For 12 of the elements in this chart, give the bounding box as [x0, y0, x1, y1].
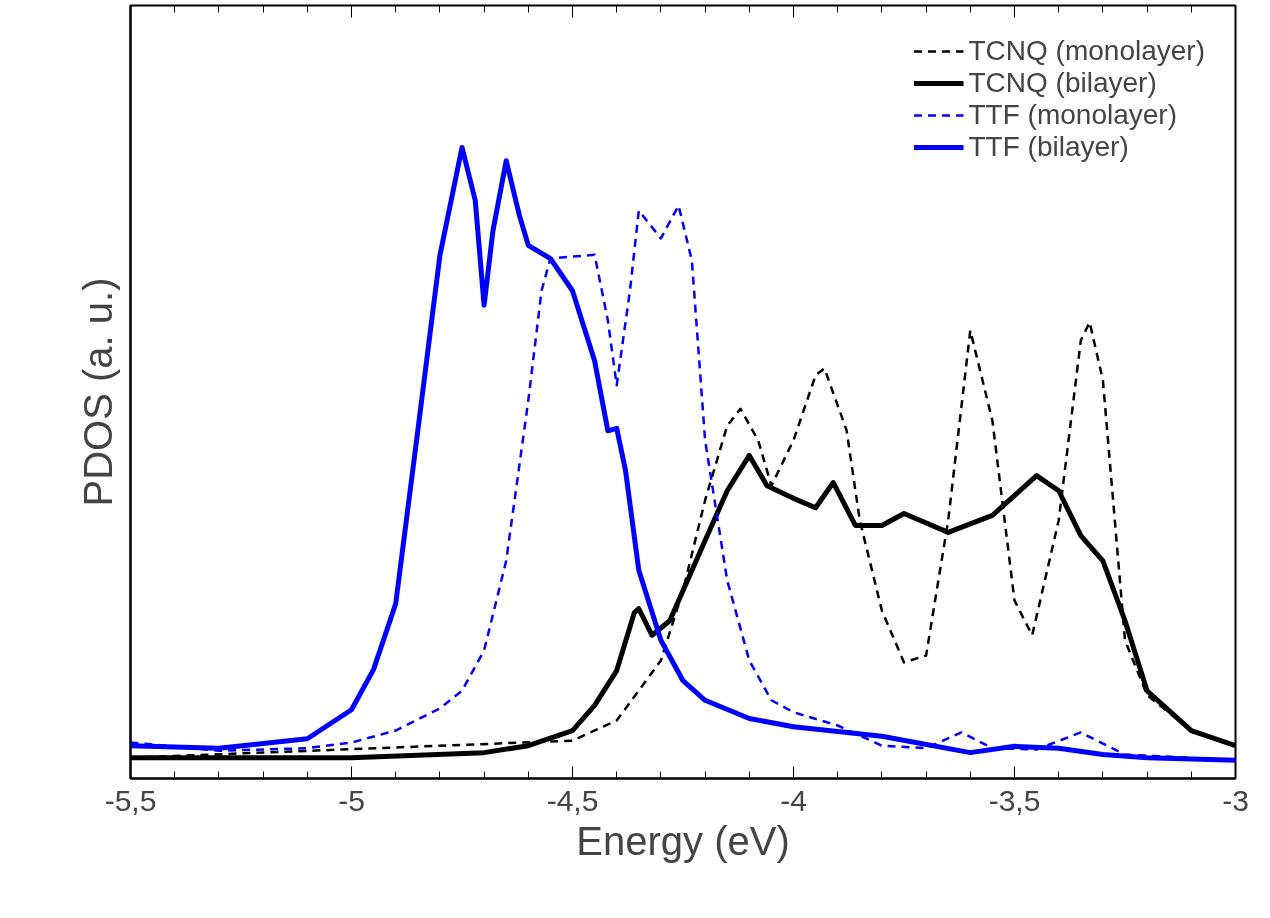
x-tick-label: -3,5 [988, 783, 1041, 817]
legend-label: TTF (bilayer) [968, 131, 1129, 163]
x-tick-label: -5,5 [104, 783, 157, 817]
x-axis-title: Energy (eV) [576, 818, 790, 863]
x-tick-label: -4,5 [546, 783, 599, 817]
legend-label: TCNQ (bilayer) [968, 67, 1157, 99]
legend-label: TCNQ (monolayer) [968, 35, 1205, 67]
legend-label: TTF (monolayer) [968, 99, 1177, 131]
x-tick-label: -5 [338, 783, 365, 817]
y-axis-title: PDOS (a. u.) [75, 277, 120, 507]
x-tick-label: -4 [780, 783, 807, 817]
x-tick-label: -3 [1222, 783, 1249, 817]
